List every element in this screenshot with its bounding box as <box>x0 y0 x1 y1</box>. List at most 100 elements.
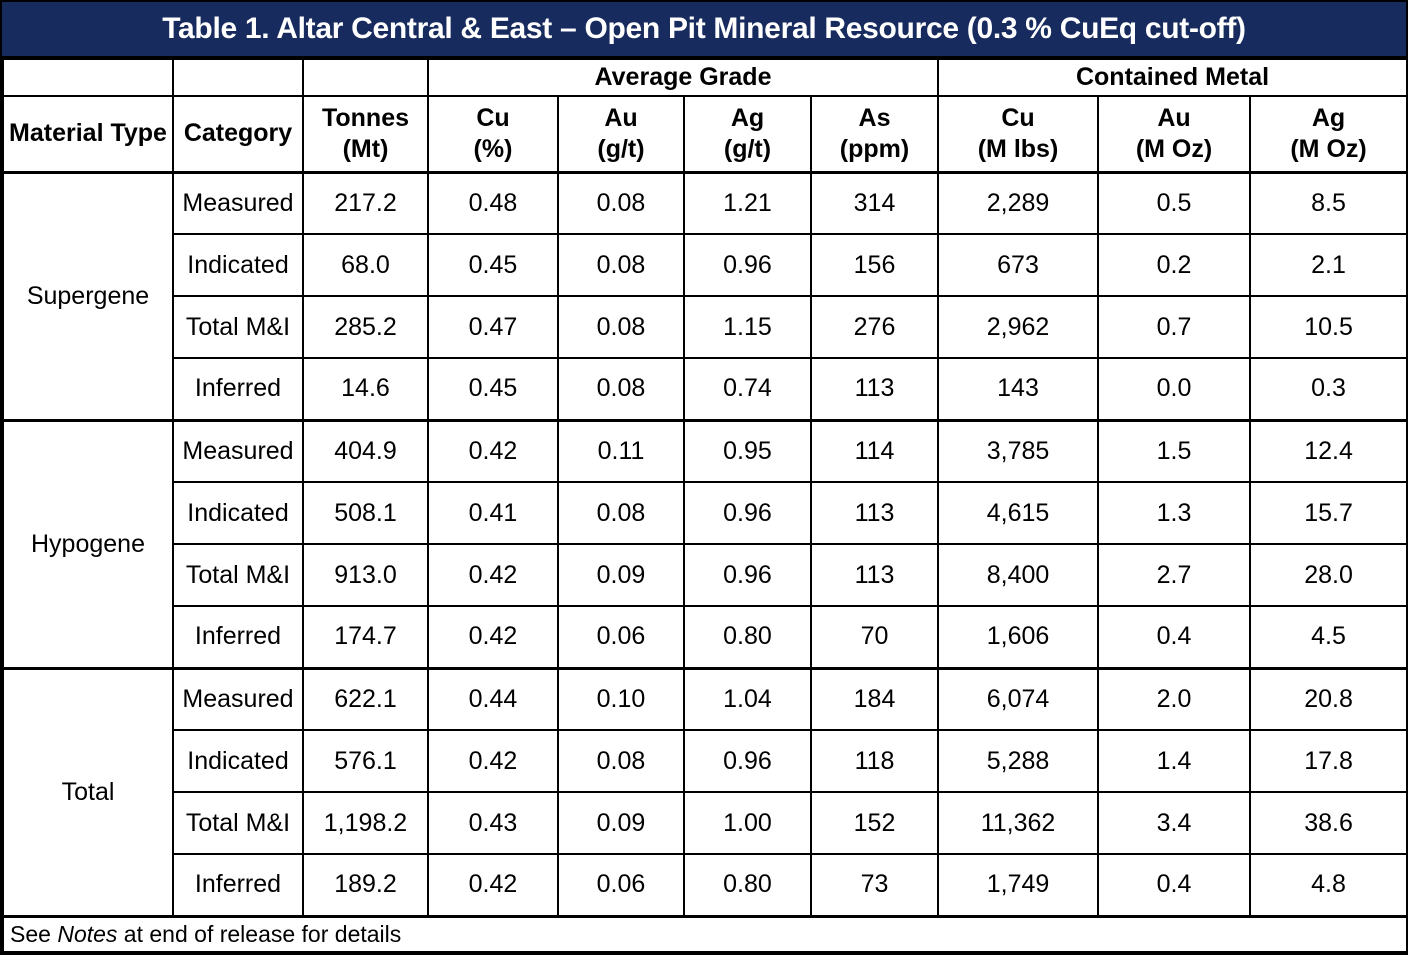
column-header-au-grade: Au (g/t) <box>557 95 685 174</box>
au-metal-cell: 0.0 <box>1097 357 1252 421</box>
table-row: Total M&I 913.0 0.42 0.09 0.96 113 8,400… <box>3 543 1408 607</box>
as-grade-cell: 73 <box>809 853 940 917</box>
table-row: Supergene Measured 217.2 0.48 0.08 1.21 … <box>2 171 1408 421</box>
table-row: Indicated 68.0 0.45 0.08 0.96 156 673 0.… <box>3 233 1408 297</box>
cu-metal-cell: 5,288 <box>937 729 1100 793</box>
cu-metal-cell: 673 <box>937 233 1100 297</box>
ag-grade-cell: 1.21 <box>683 171 812 235</box>
tonnes-cell: 285.2 <box>302 295 429 359</box>
ag-metal-cell: 2.1 <box>1249 233 1408 297</box>
column-header-as-grade: As (ppm) <box>809 95 940 174</box>
column-header-line1: Ag <box>730 103 765 132</box>
column-header-material-type: Material Type <box>2 95 174 174</box>
au-metal-cell: 0.5 <box>1097 171 1252 235</box>
ag-metal-cell: 17.8 <box>1249 729 1408 793</box>
tonnes-cell: 189.2 <box>302 853 429 917</box>
cu-grade-cell: 0.47 <box>427 295 559 359</box>
material-type-cell: Supergene <box>2 171 174 421</box>
as-grade-cell: 113 <box>809 357 940 421</box>
column-header-line2: (g/t) <box>723 134 772 163</box>
au-grade-cell: 0.10 <box>557 666 685 731</box>
as-grade-cell: 113 <box>809 543 940 607</box>
footnote-italic: Notes <box>57 920 118 947</box>
as-grade-cell: 156 <box>809 233 940 297</box>
column-header-line1: Ag <box>1311 103 1346 132</box>
table-row: Indicated 576.1 0.42 0.08 0.96 118 5,288… <box>3 729 1408 793</box>
category-cell: Indicated <box>172 481 304 545</box>
au-grade-cell: 0.11 <box>557 418 685 483</box>
tonnes-cell: 913.0 <box>302 543 429 607</box>
as-grade-cell: 152 <box>809 791 940 855</box>
column-header-category: Category <box>172 95 304 174</box>
ag-metal-cell: 28.0 <box>1249 543 1408 607</box>
cu-grade-cell: 0.45 <box>427 233 559 297</box>
table-row: Total M&I 1,198.2 0.43 0.09 1.00 152 11,… <box>3 791 1408 855</box>
cu-metal-cell: 1,606 <box>937 605 1100 669</box>
au-metal-cell: 0.2 <box>1097 233 1252 297</box>
tonnes-cell: 576.1 <box>302 729 429 793</box>
as-grade-cell: 113 <box>809 481 940 545</box>
au-grade-cell: 0.08 <box>557 729 685 793</box>
ag-grade-cell: 1.04 <box>683 666 812 731</box>
category-cell: Inferred <box>172 357 304 421</box>
ag-grade-cell: 0.96 <box>683 729 812 793</box>
category-cell: Measured <box>172 666 304 731</box>
ag-metal-cell: 0.3 <box>1249 357 1408 421</box>
column-header-line1: Au <box>1157 103 1191 132</box>
tonnes-cell: 174.7 <box>302 605 429 669</box>
au-grade-cell: 0.09 <box>557 791 685 855</box>
column-header-line2: (M Oz) <box>1290 134 1367 163</box>
footer-row: See Notes at end of release for details <box>1 914 1408 953</box>
ag-grade-cell: 0.74 <box>683 357 812 421</box>
category-cell: Inferred <box>172 853 304 917</box>
table-row: Indicated 508.1 0.41 0.08 0.96 113 4,615… <box>3 481 1408 545</box>
cu-grade-cell: 0.42 <box>427 729 559 793</box>
tonnes-cell: 622.1 <box>302 666 429 731</box>
empty-header-cell <box>172 58 304 97</box>
table-row: Hypogene Measured 404.9 0.42 0.11 0.95 1… <box>2 418 1408 669</box>
au-grade-cell: 0.06 <box>557 605 685 669</box>
resource-data-table: Average Grade Contained Metal Material T… <box>1 58 1408 953</box>
au-metal-cell: 0.7 <box>1097 295 1252 359</box>
footnote-suffix: at end of release for details <box>117 920 402 947</box>
column-header-tonnes: Tonnes (Mt) <box>302 95 429 174</box>
column-header-line1: Cu <box>476 103 510 132</box>
as-grade-cell: 314 <box>809 171 940 235</box>
ag-grade-cell: 1.15 <box>683 295 812 359</box>
au-metal-cell: 0.4 <box>1097 853 1252 917</box>
cu-grade-cell: 0.41 <box>427 481 559 545</box>
column-header-line2: (%) <box>473 134 513 163</box>
tonnes-cell: 14.6 <box>302 357 429 421</box>
column-header-line1: Cu <box>1001 103 1035 132</box>
au-grade-cell: 0.08 <box>557 481 685 545</box>
category-cell: Total M&I <box>172 791 304 855</box>
cu-grade-cell: 0.42 <box>427 853 559 917</box>
au-metal-cell: 1.5 <box>1097 418 1252 483</box>
column-header-line1: Au <box>604 103 638 132</box>
ag-metal-cell: 20.8 <box>1249 666 1408 731</box>
as-grade-cell: 276 <box>809 295 940 359</box>
cu-metal-cell: 11,362 <box>937 791 1100 855</box>
ag-grade-cell: 0.80 <box>683 853 812 917</box>
tonnes-cell: 68.0 <box>302 233 429 297</box>
cu-metal-cell: 8,400 <box>937 543 1100 607</box>
ag-grade-cell: 0.96 <box>683 543 812 607</box>
column-header-ag-metal: Ag (M Oz) <box>1249 95 1408 174</box>
cu-grade-cell: 0.42 <box>427 605 559 669</box>
category-cell: Inferred <box>172 605 304 669</box>
ag-metal-cell: 10.5 <box>1249 295 1408 359</box>
as-grade-cell: 114 <box>809 418 940 483</box>
ag-grade-cell: 1.00 <box>683 791 812 855</box>
ag-metal-cell: 4.5 <box>1249 605 1408 669</box>
column-header-line1: As <box>858 103 891 132</box>
ag-grade-cell: 0.96 <box>683 481 812 545</box>
column-header-line1: Tonnes <box>321 103 410 132</box>
category-cell: Total M&I <box>172 543 304 607</box>
cu-grade-cell: 0.48 <box>427 171 559 235</box>
category-cell: Total M&I <box>172 295 304 359</box>
table-row: Inferred 14.6 0.45 0.08 0.74 113 143 0.0… <box>3 357 1408 421</box>
header-group-row: Average Grade Contained Metal <box>2 58 1408 97</box>
column-group-contained-metal: Contained Metal <box>937 58 1408 97</box>
au-grade-cell: 0.08 <box>557 295 685 359</box>
au-grade-cell: 0.06 <box>557 853 685 917</box>
